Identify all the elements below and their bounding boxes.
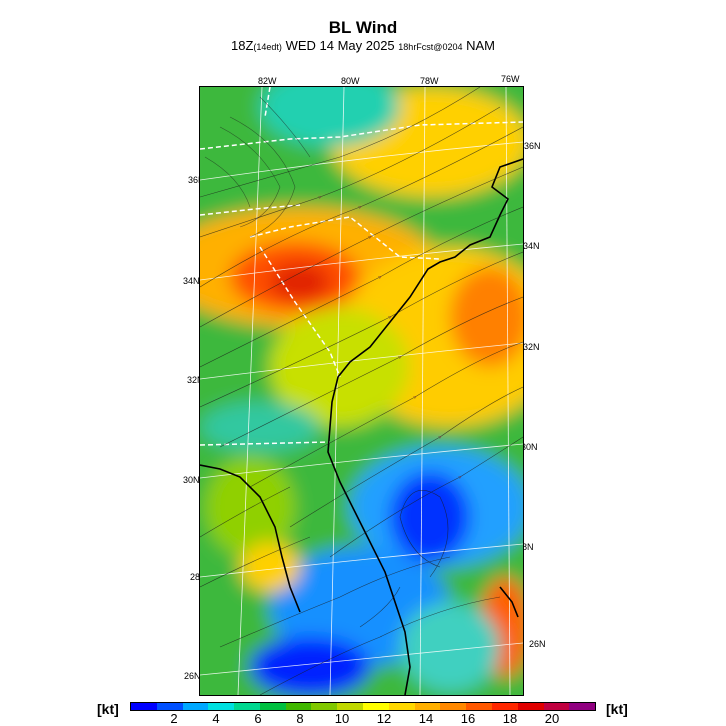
chart-title: BL Wind (328, 18, 398, 37)
lon-label-76w: 76W (501, 74, 520, 84)
colorbar-tick-label: 20 (544, 711, 560, 726)
lon-label-82w: 82W (258, 76, 277, 86)
forecast-info: 18hrFcst@0204 (398, 42, 463, 52)
lat-label-left-30n: 30N (183, 475, 200, 485)
colorbar-swatch (156, 703, 183, 710)
colorbar-unit-right: [kt] (606, 701, 628, 717)
colorbar-tick-label: 10 (334, 711, 350, 726)
lat-label-left-26n: 26N (184, 671, 201, 681)
lon-label-80w: 80W (341, 76, 360, 86)
model-name: NAM (466, 38, 495, 53)
colorbar-swatch (208, 703, 235, 710)
lat-label-right-28n: 28N (517, 542, 534, 552)
colorbar-swatch (131, 703, 157, 710)
valid-date: WED 14 May 2025 (285, 38, 395, 53)
colorbar-tick-label: 14 (418, 711, 434, 726)
colorbar-swatch (337, 703, 364, 710)
colorbar-swatch (182, 703, 209, 710)
colorbar-tick-label: 6 (254, 711, 262, 726)
colorbar-swatch (388, 703, 415, 710)
colorbar (130, 702, 596, 711)
colorbar-tick-label: 18 (502, 711, 518, 726)
colorbar-tick-label: 2 (170, 711, 178, 726)
lat-label-right-30n: 30N (521, 442, 538, 452)
colorbar-tick-label: 4 (212, 711, 220, 726)
colorbar-swatch (311, 703, 338, 710)
lat-label-right-36n: 36N (524, 141, 541, 151)
colorbar-unit-left: [kt] (97, 701, 119, 717)
colorbar-swatch (259, 703, 286, 710)
local-time: (14edt) (253, 42, 282, 52)
lon-label-78w: 78W (420, 76, 439, 86)
streamlines (200, 87, 523, 695)
colorbar-tick-label: 8 (296, 711, 304, 726)
wind-speed-map (199, 86, 524, 696)
lat-label-left-32n: 32N (187, 375, 204, 385)
colorbar-swatch (491, 703, 518, 710)
colorbar-swatch (517, 703, 544, 710)
wind-speed-shading (200, 87, 523, 695)
lat-label-right-32n: 32N (523, 342, 540, 352)
state-borders (200, 87, 523, 446)
colorbar-swatch (414, 703, 441, 710)
lat-label-left-34n: 34N (183, 276, 200, 286)
colorbar-tick-label: 12 (376, 711, 392, 726)
lat-label-right-34n: 34N (523, 241, 540, 251)
colorbar-swatch (285, 703, 312, 710)
colorbar-swatch (234, 703, 260, 710)
valid-time: 18Z (231, 38, 254, 53)
colorbar-swatch (543, 703, 570, 710)
colorbar-swatch (569, 703, 596, 710)
lat-label-left-36n: 36N (188, 175, 205, 185)
colorbar-swatch (466, 703, 492, 710)
lat-label-left-28n: 28N (190, 572, 207, 582)
coastline (200, 158, 523, 695)
colorbar-tick-label: 16 (460, 711, 476, 726)
map-canvas (200, 87, 523, 695)
colorbar-swatch (440, 703, 467, 710)
chart-subtitle: 18Z(14edt) WED 14 May 2025 18hrFcst@0204… (0, 38, 726, 53)
lat-label-right-26n: 26N (529, 639, 546, 649)
colorbar-swatch (363, 703, 389, 710)
